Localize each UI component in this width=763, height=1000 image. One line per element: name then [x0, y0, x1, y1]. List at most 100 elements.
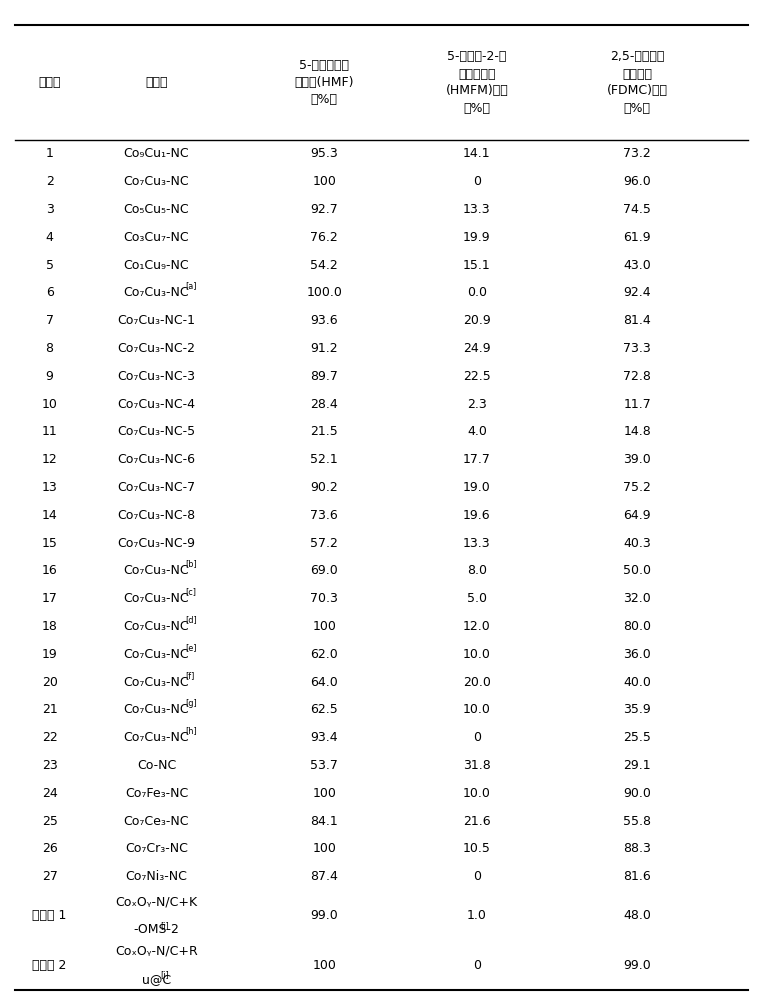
Text: Co₇Cu₃-NC-7: Co₇Cu₃-NC-7	[118, 481, 195, 494]
Text: 21.5: 21.5	[311, 425, 338, 438]
Text: 92.7: 92.7	[311, 203, 338, 216]
Text: 15.1: 15.1	[463, 259, 491, 272]
Text: 21: 21	[42, 703, 57, 716]
Text: 100: 100	[312, 842, 336, 855]
Text: 13: 13	[42, 481, 57, 494]
Text: 61.9: 61.9	[623, 231, 651, 244]
Text: 100: 100	[312, 620, 336, 633]
Text: Co₇Cu₃-NC: Co₇Cu₃-NC	[124, 648, 189, 661]
Text: Co₇Cu₃-NC: Co₇Cu₃-NC	[124, 676, 189, 689]
Text: Co₉Cu₁-NC: Co₉Cu₁-NC	[124, 147, 189, 160]
Text: 84.1: 84.1	[311, 815, 338, 828]
Text: 100.0: 100.0	[306, 286, 343, 299]
Text: [i]: [i]	[160, 971, 169, 980]
Text: 对比例 1: 对比例 1	[32, 909, 67, 922]
Text: 10.0: 10.0	[463, 703, 491, 716]
Text: 43.0: 43.0	[623, 259, 651, 272]
Text: 52.1: 52.1	[311, 453, 338, 466]
Text: 25: 25	[42, 815, 57, 828]
Text: 23: 23	[42, 759, 57, 772]
Text: 72.8: 72.8	[623, 370, 651, 383]
Text: u@C: u@C	[142, 973, 171, 986]
Text: 26: 26	[42, 842, 57, 855]
Text: 95.3: 95.3	[311, 147, 338, 160]
Text: 22.5: 22.5	[463, 370, 491, 383]
Text: 73.6: 73.6	[311, 509, 338, 522]
Text: Co₇Cu₃-NC-6: Co₇Cu₃-NC-6	[118, 453, 195, 466]
Text: 4: 4	[46, 231, 53, 244]
Text: 8.0: 8.0	[467, 564, 487, 577]
Text: 10.0: 10.0	[463, 787, 491, 800]
Text: [e]: [e]	[185, 643, 197, 652]
Text: 12.0: 12.0	[463, 620, 491, 633]
Text: 81.4: 81.4	[623, 314, 651, 327]
Text: 5-羟甲基糠醛
转化率(HMF)
（%）: 5-羟甲基糠醛 转化率(HMF) （%）	[295, 59, 354, 106]
Text: 13.3: 13.3	[463, 537, 491, 550]
Text: 15: 15	[42, 537, 57, 550]
Text: Co₃Cu₇-NC: Co₃Cu₇-NC	[124, 231, 189, 244]
Text: [h]: [h]	[185, 726, 197, 735]
Text: Co₇Cu₃-NC-2: Co₇Cu₃-NC-2	[118, 342, 195, 355]
Text: Co₇Cu₃-NC: Co₇Cu₃-NC	[124, 592, 189, 605]
Text: 64.9: 64.9	[623, 509, 651, 522]
Text: [d]: [d]	[185, 615, 197, 624]
Text: 75.2: 75.2	[623, 481, 651, 494]
Text: 87.4: 87.4	[311, 870, 338, 883]
Text: Co₇Cu₃-NC: Co₇Cu₃-NC	[124, 175, 189, 188]
Text: 0: 0	[473, 175, 481, 188]
Text: 81.6: 81.6	[623, 870, 651, 883]
Text: Co₇Cr₃-NC: Co₇Cr₃-NC	[125, 842, 188, 855]
Text: 40.3: 40.3	[623, 537, 651, 550]
Text: 5: 5	[46, 259, 53, 272]
Text: 2,5-呋喃二甲
酸二甲酯
(FDMC)得率
（%）: 2,5-呋喃二甲 酸二甲酯 (FDMC)得率 （%）	[607, 50, 668, 114]
Text: Co-NC: Co-NC	[137, 759, 176, 772]
Text: 40.0: 40.0	[623, 676, 651, 689]
Text: Co₇Fe₃-NC: Co₇Fe₃-NC	[125, 787, 188, 800]
Text: 28.4: 28.4	[311, 398, 338, 411]
Text: 2: 2	[46, 175, 53, 188]
Text: 12: 12	[42, 453, 57, 466]
Text: 99.0: 99.0	[311, 909, 338, 922]
Text: 27: 27	[42, 870, 57, 883]
Text: 17: 17	[42, 592, 57, 605]
Text: 5-羟甲基-2-呋
喃甲酸甲酯
(HMFM)得率
（%）: 5-羟甲基-2-呋 喃甲酸甲酯 (HMFM)得率 （%）	[446, 50, 508, 114]
Text: 0: 0	[473, 731, 481, 744]
Text: 实施例: 实施例	[38, 76, 61, 89]
Text: 2.3: 2.3	[467, 398, 487, 411]
Text: 32.0: 32.0	[623, 592, 651, 605]
Text: 9: 9	[46, 370, 53, 383]
Text: -OMS-2: -OMS-2	[134, 923, 179, 936]
Text: 69.0: 69.0	[311, 564, 338, 577]
Text: 100: 100	[312, 787, 336, 800]
Text: 50.0: 50.0	[623, 564, 651, 577]
Text: 24: 24	[42, 787, 57, 800]
Text: Co₇Cu₃-NC-5: Co₇Cu₃-NC-5	[118, 425, 195, 438]
Text: 64.0: 64.0	[311, 676, 338, 689]
Text: Co₇Cu₃-NC-4: Co₇Cu₃-NC-4	[118, 398, 195, 411]
Text: 57.2: 57.2	[311, 537, 338, 550]
Text: 0.0: 0.0	[467, 286, 487, 299]
Text: 17.7: 17.7	[463, 453, 491, 466]
Text: 11.7: 11.7	[623, 398, 651, 411]
Text: Co₇Cu₃-NC: Co₇Cu₃-NC	[124, 564, 189, 577]
Text: 73.2: 73.2	[623, 147, 651, 160]
Text: Co₇Cu₃-NC-1: Co₇Cu₃-NC-1	[118, 314, 195, 327]
Text: 48.0: 48.0	[623, 909, 651, 922]
Text: 19: 19	[42, 648, 57, 661]
Text: Co₇Cu₃-NC: Co₇Cu₃-NC	[124, 286, 189, 299]
Text: 73.3: 73.3	[623, 342, 651, 355]
Text: Co₅Cu₅-NC: Co₅Cu₅-NC	[124, 203, 189, 216]
Text: 93.4: 93.4	[311, 731, 338, 744]
Text: 36.0: 36.0	[623, 648, 651, 661]
Text: 20.9: 20.9	[463, 314, 491, 327]
Text: 10.0: 10.0	[463, 648, 491, 661]
Text: 1: 1	[46, 147, 53, 160]
Text: 29.1: 29.1	[623, 759, 651, 772]
Text: 90.2: 90.2	[311, 481, 338, 494]
Text: 10: 10	[42, 398, 57, 411]
Text: 1.0: 1.0	[467, 909, 487, 922]
Text: CoₓOᵧ-N/C+K: CoₓOᵧ-N/C+K	[115, 895, 198, 908]
Text: 25.5: 25.5	[623, 731, 651, 744]
Text: 92.4: 92.4	[623, 286, 651, 299]
Text: Co₇Ni₃-NC: Co₇Ni₃-NC	[125, 870, 188, 883]
